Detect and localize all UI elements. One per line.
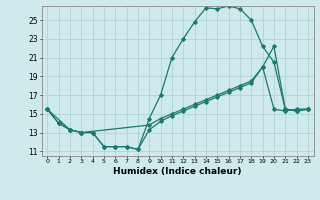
X-axis label: Humidex (Indice chaleur): Humidex (Indice chaleur) (113, 167, 242, 176)
